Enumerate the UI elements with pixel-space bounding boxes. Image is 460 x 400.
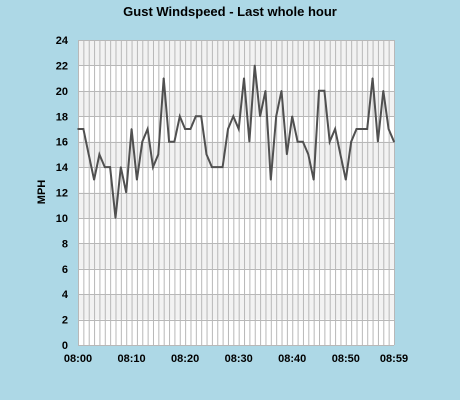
x-axis-ticks: 08:00 08:10 08:20 08:30 08:40 08:50 08:59: [64, 353, 408, 365]
data-point: [339, 153, 342, 156]
data-point: [162, 77, 165, 79]
data-point: [280, 90, 283, 92]
data-point: [237, 128, 240, 130]
data-point: [77, 128, 79, 130]
data-point: [350, 140, 352, 143]
data-point: [291, 115, 294, 118]
data-point: [189, 128, 192, 130]
data-point: [211, 166, 213, 168]
y-tick-label: 18: [56, 111, 68, 123]
y-axis-label: MPH: [36, 180, 48, 205]
data-point: [130, 128, 133, 130]
y-tick-label: 12: [56, 188, 68, 200]
data-point: [344, 178, 347, 181]
data-point: [184, 128, 186, 130]
data-point: [296, 140, 299, 143]
data-point: [103, 166, 106, 168]
data-point: [98, 153, 101, 156]
data-point: [152, 166, 154, 168]
data-point: [371, 77, 374, 79]
data-point: [173, 140, 176, 143]
plot-area: [77, 40, 395, 346]
y-tick-label: 8: [62, 238, 68, 250]
data-point: [232, 115, 235, 118]
data-point: [82, 128, 85, 130]
y-tick-label: 16: [56, 137, 68, 149]
data-point: [248, 140, 251, 143]
x-tick-label: 08:30: [225, 353, 253, 365]
data-point: [307, 153, 310, 156]
data-point: [136, 178, 138, 181]
data-point: [270, 178, 272, 181]
y-tick-label: 10: [56, 213, 68, 225]
y-tick-label: 24: [56, 35, 69, 47]
data-point: [387, 128, 390, 130]
data-point: [312, 178, 315, 181]
chart-title: Gust Windspeed - Last whole hour: [123, 4, 337, 19]
data-point: [264, 90, 267, 92]
data-point: [275, 115, 277, 118]
data-point: [93, 178, 95, 181]
x-tick-label: 08:10: [117, 353, 145, 365]
data-point: [253, 64, 256, 67]
data-point: [221, 166, 224, 168]
data-point: [195, 115, 197, 118]
data-point: [355, 128, 358, 130]
data-point: [157, 153, 160, 156]
data-point: [216, 166, 219, 168]
data-point: [146, 128, 149, 130]
data-point: [334, 128, 336, 130]
data-point: [205, 153, 208, 156]
data-point: [323, 90, 326, 92]
y-tick-label: 20: [56, 86, 68, 98]
x-tick-label: 08:50: [332, 353, 360, 365]
data-point: [87, 153, 90, 156]
data-point: [243, 77, 245, 79]
data-point: [168, 140, 170, 143]
data-point: [141, 140, 144, 143]
data-point: [382, 90, 385, 92]
data-point: [393, 140, 395, 143]
data-point: [114, 217, 117, 219]
data-point: [125, 191, 128, 194]
y-tick-label: 0: [62, 340, 68, 352]
data-point: [366, 128, 369, 130]
data-point: [318, 90, 320, 92]
data-point: [328, 140, 331, 143]
x-tick-label: 08:00: [64, 353, 92, 365]
x-tick-label: 08:59: [380, 353, 408, 365]
series-line: [78, 65, 395, 219]
data-point: [120, 166, 122, 168]
data-point: [286, 153, 288, 156]
y-tick-label: 4: [62, 289, 69, 301]
data-point: [109, 166, 111, 168]
y-tick-label: 14: [56, 162, 69, 174]
y-tick-label: 6: [62, 264, 68, 276]
x-tick-label: 08:40: [278, 353, 306, 365]
y-tick-label: 22: [56, 60, 68, 72]
data-point: [302, 140, 304, 143]
y-tick-label: 2: [62, 315, 68, 327]
x-tick-label: 08:20: [171, 353, 199, 365]
data-point: [361, 128, 363, 130]
data-point: [377, 140, 379, 143]
data-point: [178, 115, 181, 118]
data-point: [259, 115, 261, 118]
data-point: [200, 115, 202, 118]
data-point: [227, 128, 229, 130]
